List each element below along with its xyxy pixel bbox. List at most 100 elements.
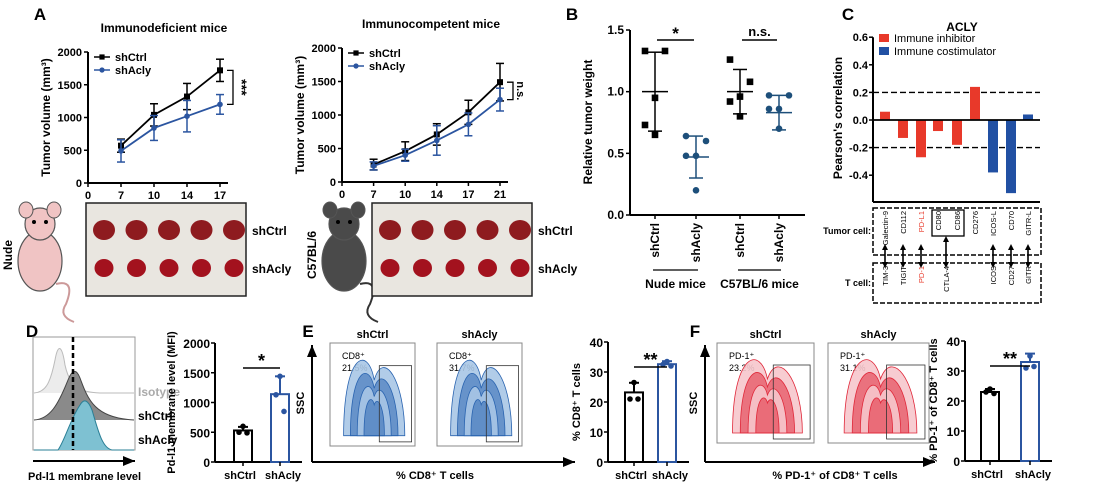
plot-title: shAcly [860,329,897,341]
plot-title: shCtrl [357,329,389,341]
significance-label: ** [643,350,657,370]
y-axis-label: Tumor volume (mm³) [293,56,307,174]
tail [55,282,75,323]
tumor [159,259,179,277]
data-point [746,78,754,86]
legend-label: shAcly [115,65,152,77]
tumor-photo-c57: C57BL/6 shCtrl shAcly [305,201,578,323]
arrow-head [882,244,888,250]
row-label: shCtrl [538,224,573,238]
significance-bracket [507,81,514,101]
data-point [983,389,989,395]
ligand-label: Galectin-9 [881,211,890,245]
data-point [244,430,250,436]
bar [233,429,253,463]
gate [378,365,412,443]
tumor [192,259,211,277]
tumor [478,259,497,277]
data-point [785,92,793,99]
data-point [353,50,359,56]
x-tick-label: shAcly [772,223,786,263]
data-point [465,121,472,128]
data-point [118,148,124,154]
data-point [991,390,997,397]
x-tick-label: shAcly [652,470,689,482]
group-shAcly: shAcly [765,92,793,263]
chart-title: ACLY [946,20,978,34]
significance-bracket [227,69,234,106]
legend-swatch [879,34,889,42]
arrow-head [1008,244,1014,250]
tumor [380,259,400,277]
y-tick-label: 20 [590,396,604,410]
x-tick-label: shCtrl [971,469,1003,481]
x-tick-label: 7 [118,190,124,202]
plot-title: shAcly [461,329,498,341]
histogram-label: Isotype [138,385,180,399]
data-point [217,101,223,108]
bar [657,363,677,464]
x-tick-label: shCtrl [615,470,647,482]
tumor [223,220,245,240]
y-tick-label: 0.4 [853,60,869,72]
row-label: shAcly [252,262,292,276]
arrow-head [700,345,710,357]
x-tick-label: 17 [214,190,226,202]
data-point [184,93,190,100]
data-point [240,423,246,430]
y-tick-label: 1500 [312,77,336,89]
y-tick-label: 1.0 [607,85,624,99]
data-point [702,137,710,145]
histogram-label: shCtrl [138,409,173,423]
tumor [125,220,148,240]
ligand-label: CD276 [971,211,980,234]
y-tick-label: -0.2 [849,143,868,155]
x-tick-label: shAcly [1015,469,1052,481]
flow-plots-flow_E: SSC% CD8⁺ T cellsshCtrlCD8⁺21.5%shAclyCD… [295,329,575,482]
bar-GITR-L [1023,114,1033,120]
ligand-label: GITR-L [1024,211,1033,236]
x-tick-label: 10 [148,190,160,202]
data-point [151,125,157,131]
x-axis-label: % CD8⁺ T cells [396,470,474,482]
x-tick-label: 14 [431,189,444,201]
data-point [726,98,734,105]
x-tick-label: shCtrl [224,470,256,482]
arrow-head [943,236,949,242]
data-point [641,121,649,129]
data-point [641,47,649,55]
receptor-label: ICOS [989,266,998,284]
tumor [476,220,499,240]
y-tick-label: 1000 [312,110,336,122]
panel-label: B [566,5,578,24]
gate-label: PD-1⁺ [729,351,755,361]
tumor [509,220,531,240]
data-point [1031,363,1037,370]
group-shCtrl: shCtrl [726,56,754,258]
significance-label: n.s. [748,24,770,39]
panel-label: C [842,5,854,24]
significance-label: * [672,24,679,43]
data-point [217,67,223,74]
gate-label: CD8⁺ [449,351,472,361]
bar [980,391,1000,462]
y-tick-label: 0.2 [853,87,868,99]
y-tick-label: 40 [947,335,961,349]
data-point [692,152,700,160]
data-point [660,361,666,368]
data-point [775,125,783,132]
y-tick-label: 2000 [183,337,210,351]
x-tick-label: 17 [462,189,474,201]
data-point [277,373,283,380]
x-tick-label: 0 [339,189,345,201]
mouse-ear [350,201,366,219]
x-tick-label: shAcly [265,470,302,482]
x-tick-label: 0 [85,190,91,202]
tumor [510,259,530,277]
y-tick-label: 10 [947,425,961,439]
arrow-head [918,262,924,268]
x-tick-label: 10 [399,189,411,201]
receptor-label: CTLA-4 [942,266,951,292]
